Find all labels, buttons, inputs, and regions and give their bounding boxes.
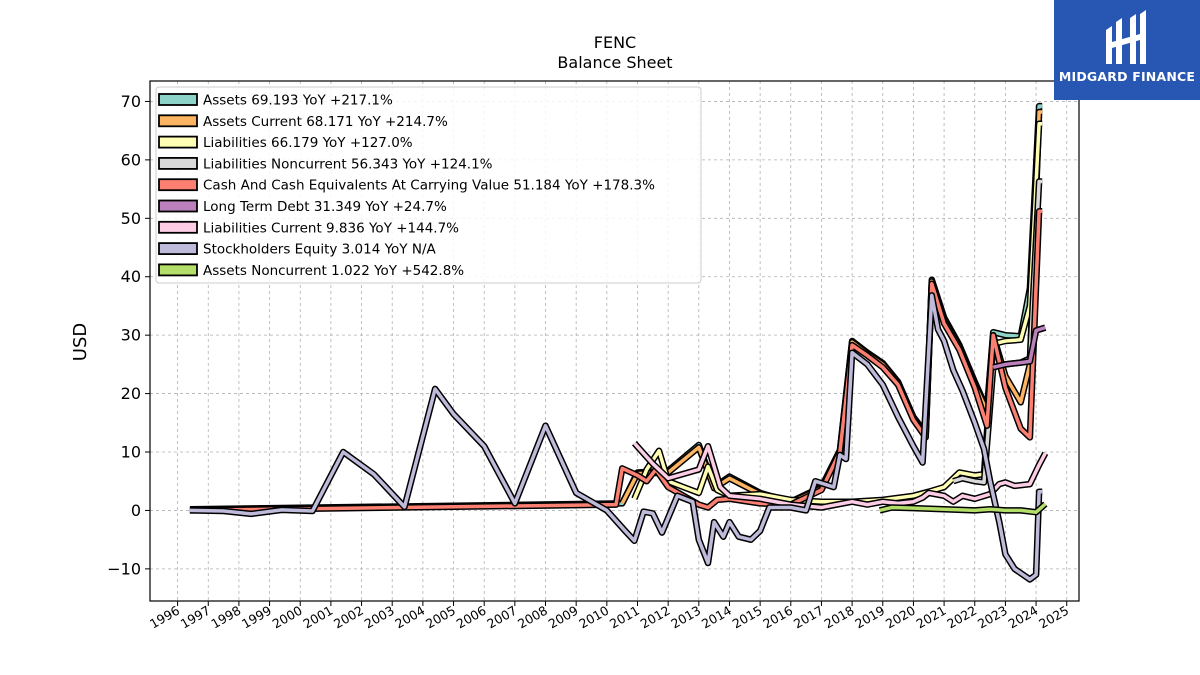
y-tick-label: 20 [121, 384, 141, 403]
brand-mark-icon [1106, 10, 1146, 64]
legend-entry: Liabilities Current 9.836 YoY +144.7% [203, 220, 459, 236]
x-tick-label: 2014 [699, 603, 734, 632]
series-line-outline [189, 292, 1043, 583]
plot-frame [149, 80, 1080, 602]
y-tick-label: 50 [121, 209, 141, 228]
x-tick-label: 2005 [423, 603, 458, 632]
series-8 [878, 501, 1048, 516]
series-line [189, 293, 1043, 582]
series-line [633, 442, 1047, 510]
x-tick-label: 2002 [331, 603, 366, 632]
legend-swatch [158, 220, 198, 234]
legend-swatch [158, 135, 198, 149]
series-layer [189, 102, 1049, 583]
x-tick-label: 2012 [638, 603, 673, 632]
x-tick-label: 2004 [392, 603, 427, 632]
series-line [992, 325, 1046, 370]
y-tick-label: 10 [121, 443, 141, 462]
legend-entry: Assets 69.193 YoY +217.1% [203, 93, 393, 109]
brand-name: MIDGARD FINANCE [1058, 69, 1196, 84]
chart-title: FENC [594, 33, 636, 52]
x-tick-label: 2023 [975, 603, 1010, 632]
x-tick-label: 2006 [454, 603, 489, 632]
legend-entry: Long Term Debt 31.349 YoY +24.7% [203, 199, 447, 215]
x-tick-label: 2013 [668, 603, 703, 632]
x-tick-label: 2021 [914, 603, 949, 632]
x-tick-label: 2007 [484, 603, 519, 632]
x-tick-label: 2020 [883, 603, 918, 632]
x-tick-label: 2008 [515, 603, 550, 632]
x-tick-label: 2017 [791, 603, 826, 632]
x-tick-label: 2018 [822, 603, 857, 632]
brand-logo: MIDGARD FINANCE [1054, 0, 1200, 100]
y-axis-label: USD [70, 323, 91, 361]
y-tick-label: 0 [131, 501, 141, 520]
x-tick-label: 2015 [730, 603, 765, 632]
legend-entry: Liabilities Noncurrent 56.343 YoY +124.1… [203, 156, 493, 172]
y-tick-label: 60 [121, 150, 141, 169]
legend-swatch [158, 263, 198, 277]
legend-swatch [158, 93, 198, 106]
x-tick-label: 2019 [852, 603, 887, 632]
x-tick-label: 2010 [576, 603, 611, 632]
series-2 [631, 120, 1043, 505]
series-6 [631, 441, 1049, 511]
x-tick-label: 2011 [607, 603, 642, 632]
chart-subtitle: Balance Sheet [557, 53, 672, 72]
y-tick-label: 40 [121, 267, 141, 286]
legend-swatch [158, 156, 198, 170]
legend-entry: Liabilities 66.179 YoY +127.0% [203, 135, 413, 151]
x-tick-label: 2003 [362, 603, 397, 632]
x-tick-label: 2025 [1036, 603, 1071, 632]
legend-entry: Stockholders Equity 3.014 YoY N/A [203, 242, 436, 258]
x-tick-label: 2022 [944, 603, 979, 632]
y-tick-label: 70 [121, 92, 141, 111]
y-tick-label: 30 [121, 326, 141, 345]
x-axis: 1996199719981999200020012002200320042005… [147, 601, 1071, 632]
x-tick-label: 2024 [1006, 603, 1041, 632]
series-7 [189, 292, 1043, 583]
x-tick-label: 2000 [270, 603, 305, 632]
legend-box [155, 86, 702, 284]
legend-swatch [158, 242, 198, 256]
x-tick-label: 2016 [760, 603, 795, 632]
legend-swatch [158, 114, 198, 128]
x-tick-label: 2001 [300, 603, 335, 632]
legend: Assets 69.193 YoY +217.1% Assets Current … [155, 86, 702, 284]
y-tick-label: −10 [107, 559, 141, 578]
legend-swatch [158, 199, 198, 213]
x-tick-label: 1996 [147, 603, 182, 632]
y-axis: −10 0 10 20 30 40 50 60 70 [107, 92, 150, 578]
legend-entry: Assets Noncurrent 1.022 YoY +542.8% [203, 263, 464, 279]
x-tick-label: 1997 [178, 603, 213, 632]
x-tick-label: 2009 [546, 603, 581, 632]
legend-entry: Cash And Cash Equivalents At Carrying Va… [203, 178, 655, 194]
x-tick-label: 1999 [239, 603, 274, 632]
series-5 [992, 324, 1047, 371]
x-tick-label: 1998 [208, 603, 243, 632]
legend-entry: Assets Current 68.171 YoY +214.7% [203, 114, 448, 130]
series-line [879, 502, 1047, 514]
series-line [632, 121, 1043, 504]
legend-swatch [158, 178, 198, 192]
